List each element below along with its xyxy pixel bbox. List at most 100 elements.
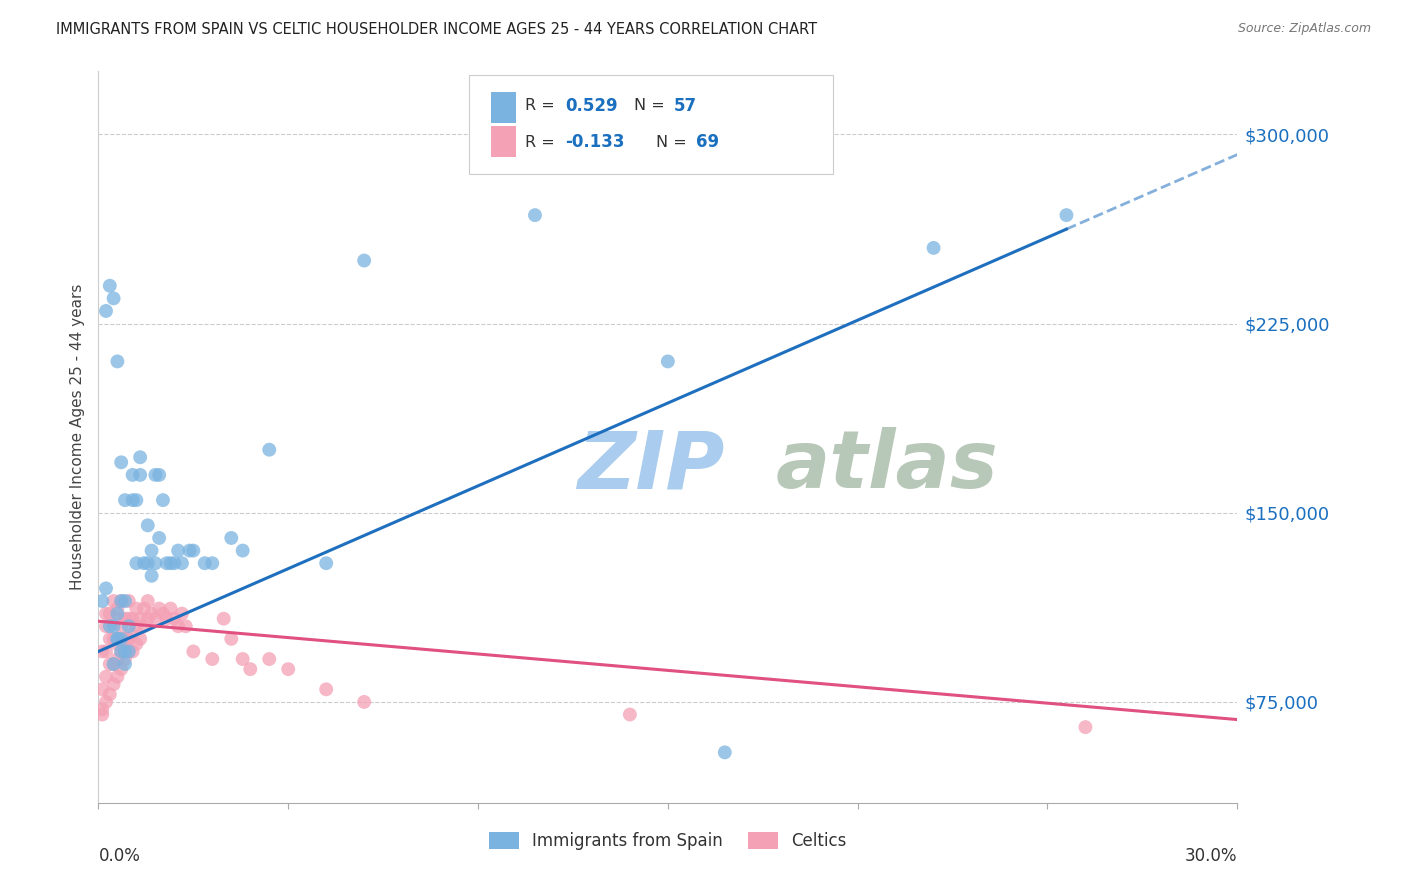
- Point: [136, 594, 159, 608]
- Point: [110, 594, 132, 608]
- Point: [94, 607, 117, 621]
- Point: [619, 707, 641, 722]
- Point: [118, 632, 141, 646]
- Point: [221, 632, 243, 646]
- Point: [167, 543, 190, 558]
- Text: atlas: atlas: [776, 427, 998, 506]
- Point: [107, 670, 129, 684]
- Point: [152, 607, 174, 621]
- Point: [152, 493, 174, 508]
- Point: [107, 632, 129, 646]
- Text: -0.133: -0.133: [565, 133, 624, 152]
- Point: [98, 619, 121, 633]
- Text: 0.529: 0.529: [565, 96, 619, 115]
- Point: [114, 644, 136, 658]
- Point: [94, 619, 117, 633]
- Point: [141, 569, 163, 583]
- Point: [94, 582, 117, 596]
- Point: [232, 652, 254, 666]
- Point: [145, 612, 167, 626]
- Bar: [491, 126, 516, 157]
- Point: [114, 652, 136, 666]
- Point: [91, 644, 114, 658]
- Point: [118, 644, 141, 658]
- Point: [163, 612, 186, 626]
- Point: [91, 594, 114, 608]
- Point: [98, 687, 121, 701]
- Point: [98, 607, 121, 621]
- Point: [141, 607, 163, 621]
- Point: [107, 601, 129, 615]
- Point: [170, 556, 193, 570]
- Point: [148, 601, 170, 615]
- Text: R =: R =: [526, 135, 561, 150]
- Point: [159, 601, 181, 615]
- Point: [118, 619, 141, 633]
- Point: [107, 354, 129, 368]
- Point: [94, 695, 117, 709]
- Point: [121, 644, 143, 658]
- Point: [103, 594, 125, 608]
- Point: [103, 632, 125, 646]
- Point: [148, 531, 170, 545]
- Point: [107, 652, 129, 666]
- Point: [353, 253, 375, 268]
- Point: [103, 657, 125, 671]
- Point: [110, 594, 132, 608]
- Text: 0.0%: 0.0%: [98, 847, 141, 864]
- Point: [201, 652, 224, 666]
- Point: [110, 619, 132, 633]
- Point: [315, 682, 337, 697]
- Point: [714, 745, 737, 759]
- Point: [259, 652, 281, 666]
- FancyBboxPatch shape: [468, 75, 832, 174]
- Point: [103, 619, 125, 633]
- Point: [110, 632, 132, 646]
- Point: [353, 695, 375, 709]
- Point: [121, 612, 143, 626]
- Point: [194, 556, 217, 570]
- Point: [110, 455, 132, 469]
- Point: [657, 354, 679, 368]
- Point: [118, 644, 141, 658]
- Point: [125, 619, 148, 633]
- Point: [94, 644, 117, 658]
- Text: N =: N =: [657, 135, 692, 150]
- Point: [121, 467, 143, 482]
- Point: [170, 607, 193, 621]
- Point: [110, 644, 132, 658]
- Point: [145, 556, 167, 570]
- Text: 69: 69: [696, 133, 720, 152]
- Point: [167, 619, 190, 633]
- Point: [125, 493, 148, 508]
- Point: [174, 619, 197, 633]
- Point: [156, 556, 179, 570]
- Point: [91, 682, 114, 697]
- Point: [212, 612, 235, 626]
- Point: [132, 601, 155, 615]
- Point: [277, 662, 299, 676]
- Point: [132, 556, 155, 570]
- Point: [221, 531, 243, 545]
- Point: [110, 662, 132, 676]
- Point: [125, 601, 148, 615]
- Point: [118, 612, 141, 626]
- Point: [107, 607, 129, 621]
- Point: [129, 632, 152, 646]
- Point: [159, 556, 181, 570]
- Point: [114, 632, 136, 646]
- Point: [239, 662, 262, 676]
- Text: N =: N =: [634, 98, 669, 113]
- Point: [94, 670, 117, 684]
- Point: [103, 291, 125, 305]
- Point: [114, 632, 136, 646]
- Point: [110, 644, 132, 658]
- Point: [1074, 720, 1097, 734]
- Point: [94, 304, 117, 318]
- Point: [91, 707, 114, 722]
- Point: [1056, 208, 1078, 222]
- Point: [232, 543, 254, 558]
- Text: 57: 57: [673, 96, 696, 115]
- Point: [315, 556, 337, 570]
- Point: [145, 467, 167, 482]
